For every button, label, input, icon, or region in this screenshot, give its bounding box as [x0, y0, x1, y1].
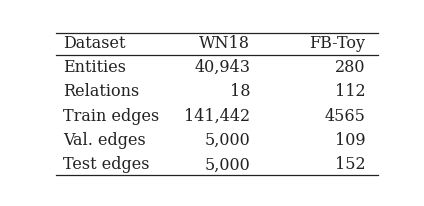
Text: Dataset: Dataset [63, 35, 126, 52]
Text: 112: 112 [335, 83, 365, 100]
Text: 18: 18 [230, 83, 250, 100]
Text: 5,000: 5,000 [204, 156, 250, 173]
Text: 109: 109 [335, 132, 365, 149]
Text: 5,000: 5,000 [204, 132, 250, 149]
Text: FB-Toy: FB-Toy [309, 35, 365, 52]
Text: 152: 152 [335, 156, 365, 173]
Text: 141,442: 141,442 [184, 108, 250, 125]
Text: Train edges: Train edges [63, 108, 159, 125]
Text: Test edges: Test edges [63, 156, 149, 173]
Text: WN18: WN18 [199, 35, 250, 52]
Text: 280: 280 [335, 59, 365, 76]
Text: 4565: 4565 [324, 108, 365, 125]
Text: Val. edges: Val. edges [63, 132, 145, 149]
Text: Entities: Entities [63, 59, 126, 76]
Text: Relations: Relations [63, 83, 139, 100]
Text: 40,943: 40,943 [194, 59, 250, 76]
